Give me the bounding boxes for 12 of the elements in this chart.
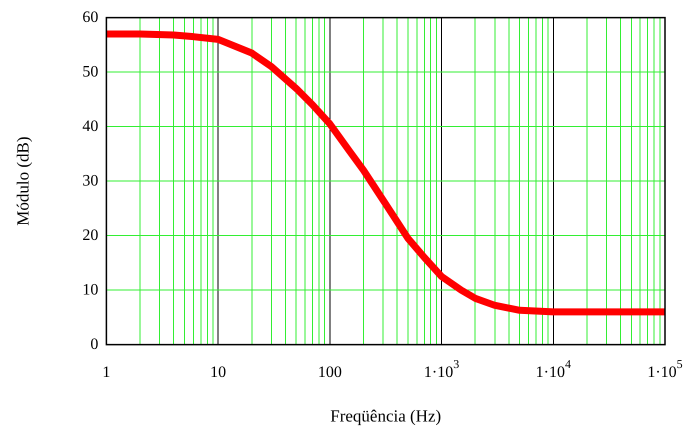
y-tick-label: 0 (90, 336, 98, 353)
y-tick-label: 60 (82, 8, 98, 26)
x-tick-label: 10 (210, 364, 226, 381)
y-tick-label: 10 (82, 281, 98, 298)
y-tick-label: 30 (82, 172, 98, 190)
x-axis-title: Freqüência (Hz) (330, 406, 442, 426)
y-tick-label: 20 (82, 226, 98, 244)
y-tick-label: 40 (82, 118, 98, 135)
x-tick-label: 100 (318, 364, 342, 381)
y-tick-label: 50 (82, 63, 98, 80)
x-tick-label: 1 (102, 364, 110, 381)
y-axis-title: Módulo (dB) (14, 136, 33, 226)
